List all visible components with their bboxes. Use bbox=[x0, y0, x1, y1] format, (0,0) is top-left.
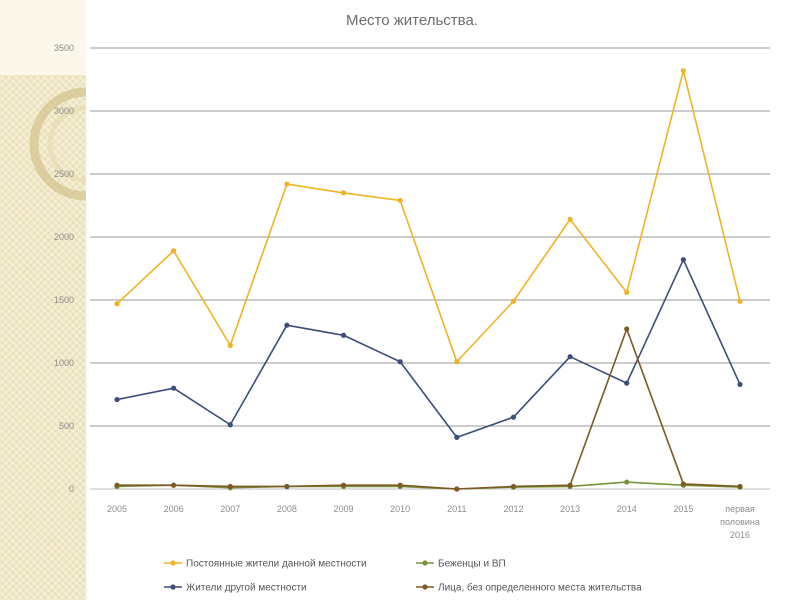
data-point bbox=[737, 381, 743, 388]
y-tick-label: 1000 bbox=[54, 358, 74, 368]
x-tick-label-line: 2013 bbox=[560, 504, 580, 514]
chart-title: Место жительства. bbox=[346, 12, 478, 29]
x-axis-tick-labels: 2005 2006 2007 2008 2009 2010 2011 2012 2013 2014… bbox=[107, 504, 760, 540]
data-point bbox=[114, 482, 120, 488]
x-tick-label-line: 2006 bbox=[164, 504, 184, 514]
data-point bbox=[624, 326, 630, 332]
x-tick-label-line: 2007 bbox=[220, 504, 240, 514]
data-point bbox=[454, 486, 460, 492]
data-point bbox=[171, 248, 177, 254]
y-axis-tick-labels: 0 500 1000 1500 2000 2500 3000 3500 bbox=[54, 43, 74, 494]
data-point bbox=[680, 481, 686, 487]
data-point bbox=[680, 68, 686, 74]
x-tick-label-line: 2010 bbox=[390, 504, 410, 514]
data-point bbox=[227, 483, 233, 490]
legend-item-3: Лица, без определенного места жительства bbox=[416, 582, 642, 594]
x-tick-label-line: 2008 bbox=[277, 504, 297, 514]
y-tick-label: 2500 bbox=[54, 169, 74, 179]
data-point bbox=[680, 257, 686, 263]
data-point bbox=[624, 380, 630, 386]
legend-swatch-marker bbox=[422, 560, 428, 566]
x-tick-label: 2013 bbox=[560, 504, 580, 514]
x-tick-label: 2015 bbox=[673, 504, 693, 514]
legend-swatch-marker bbox=[170, 584, 176, 590]
data-point bbox=[284, 181, 290, 187]
series-0 bbox=[114, 68, 743, 365]
data-point bbox=[284, 483, 290, 490]
x-tick-label-line: первая bbox=[725, 504, 755, 514]
legend-item-1: Беженцы и ВП bbox=[416, 559, 506, 570]
data-point bbox=[397, 482, 403, 488]
y-tick-label: 500 bbox=[59, 421, 74, 431]
decorative-rings bbox=[29, 87, 86, 201]
series-2 bbox=[114, 257, 743, 440]
x-tick-label-line: 2005 bbox=[107, 504, 127, 514]
legend-label: Беженцы и ВП bbox=[438, 559, 506, 570]
x-tick-label: 2008 bbox=[277, 504, 297, 514]
x-tick-label: 2014 bbox=[617, 504, 637, 514]
legend-item-0: Постоянные жители данной местности bbox=[164, 559, 367, 570]
data-point bbox=[737, 298, 743, 304]
series-line-2 bbox=[116, 258, 741, 439]
x-tick-label: первая половина 2016 bbox=[720, 504, 760, 540]
x-tick-label-line: половина bbox=[720, 517, 760, 527]
legend-label: Лица, без определенного места жительства bbox=[438, 582, 642, 594]
y-tick-label: 3000 bbox=[54, 106, 74, 116]
data-point bbox=[567, 354, 573, 360]
data-point bbox=[510, 483, 517, 490]
data-point bbox=[624, 289, 630, 296]
legend-swatch-marker bbox=[170, 560, 176, 566]
series-line-3 bbox=[117, 328, 741, 490]
data-point bbox=[340, 482, 347, 488]
data-point bbox=[624, 479, 630, 485]
x-tick-label-line: 2011 bbox=[447, 504, 466, 514]
y-tick-label: 2000 bbox=[54, 232, 74, 242]
data-point bbox=[567, 482, 573, 488]
x-tick-label-line: 2012 bbox=[503, 504, 523, 514]
data-point bbox=[397, 197, 403, 204]
x-tick-label-line: 2009 bbox=[334, 504, 354, 514]
data-point bbox=[737, 483, 743, 490]
x-tick-label-line: 2014 bbox=[617, 504, 637, 514]
x-tick-label: 2007 bbox=[220, 504, 240, 514]
y-tick-label: 1500 bbox=[54, 295, 74, 305]
legend-swatch-marker bbox=[422, 584, 428, 590]
side-panel-light-area bbox=[0, 0, 86, 75]
gridlines bbox=[90, 47, 770, 490]
x-tick-label-line: 2016 bbox=[730, 530, 750, 540]
data-point bbox=[171, 482, 177, 488]
decorative-side-panel bbox=[0, 0, 86, 600]
series-layer bbox=[114, 68, 743, 492]
y-tick-label: 3500 bbox=[54, 43, 74, 53]
data-point bbox=[284, 322, 290, 328]
data-point bbox=[454, 434, 460, 440]
series-line-0 bbox=[116, 69, 741, 363]
data-point bbox=[397, 359, 403, 365]
x-tick-label: 2011 bbox=[447, 504, 466, 514]
y-tick-label: 0 bbox=[69, 484, 74, 494]
data-point bbox=[227, 422, 233, 428]
data-point bbox=[454, 359, 460, 365]
data-point bbox=[227, 342, 233, 348]
data-point bbox=[171, 385, 177, 391]
x-tick-label: 2012 bbox=[503, 504, 523, 514]
series-3 bbox=[114, 326, 743, 492]
legend: Постоянные жители данной местности Беженц… bbox=[164, 559, 642, 594]
data-point bbox=[567, 216, 573, 222]
data-point bbox=[510, 298, 517, 304]
x-tick-label: 2009 bbox=[334, 504, 354, 514]
x-tick-label-line: 2015 bbox=[673, 504, 693, 514]
data-point bbox=[510, 414, 517, 420]
legend-label: Жители другой местности bbox=[186, 583, 307, 594]
data-point bbox=[340, 332, 347, 338]
x-tick-label: 2010 bbox=[390, 504, 410, 514]
x-tick-label: 2006 bbox=[164, 504, 184, 514]
legend-label: Постоянные жители данной местности bbox=[186, 559, 367, 570]
data-point bbox=[114, 396, 120, 403]
data-point bbox=[114, 301, 120, 307]
x-tick-label: 2005 bbox=[107, 504, 127, 514]
data-point bbox=[340, 190, 347, 196]
legend-item-2: Жители другой местности bbox=[164, 583, 307, 594]
